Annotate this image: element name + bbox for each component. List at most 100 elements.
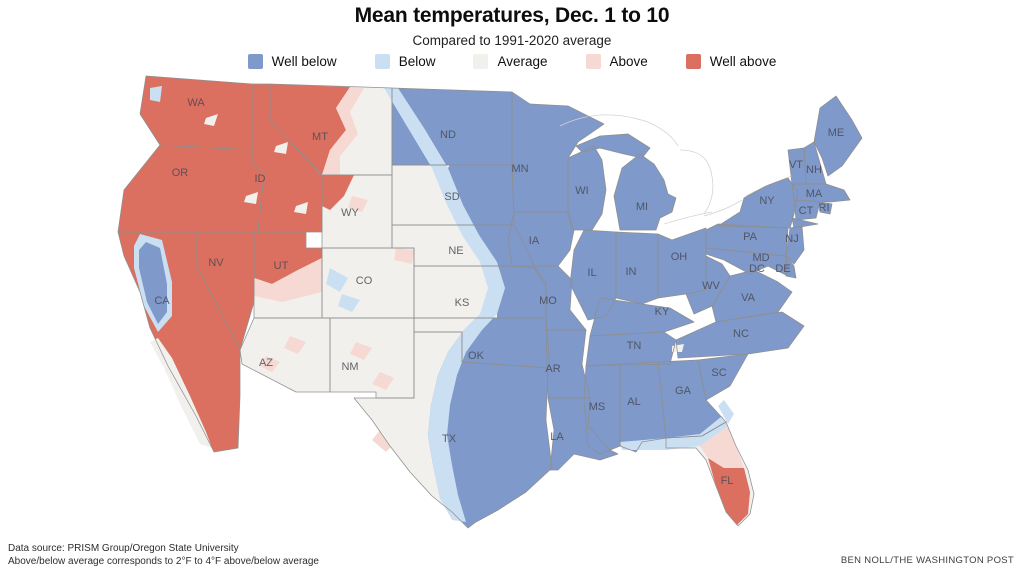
state-shape-CT	[794, 200, 820, 220]
state-label-ND: ND	[440, 129, 456, 141]
state-labels: WA OR CA NV ID MT WY UT CO AZ NM ND SD NE KS OK TX MN IA MO…	[154, 97, 844, 487]
state-shape-WV	[686, 256, 730, 314]
legend-item-average: Average	[473, 54, 548, 69]
state-shape-RI	[820, 202, 832, 214]
state-shape-OH	[658, 228, 706, 298]
state-label-PA: PA	[743, 231, 758, 243]
state-label-DC: DC	[749, 263, 765, 275]
state-label-VA: VA	[741, 292, 756, 304]
state-shape-NM	[330, 318, 414, 398]
legend-item-above: Above	[585, 54, 648, 69]
state-borders	[117, 75, 863, 529]
overlay-co-mtn-blue-1	[326, 268, 348, 292]
state-shape-TN	[586, 332, 676, 366]
state-shape-IN	[616, 232, 658, 304]
state-shape-TX	[354, 332, 552, 528]
overlay-ut-mid-pink	[254, 258, 322, 302]
state-shape-MN	[512, 92, 604, 212]
legend-swatch-well-above	[685, 54, 701, 69]
state-shape-OR	[118, 145, 264, 232]
legend-swatch-below	[374, 54, 390, 69]
overlay-mt-pink-fringe	[322, 87, 364, 175]
state-shape-AZ	[240, 318, 330, 392]
state-label-AL: AL	[627, 396, 640, 408]
state-shape-KY	[590, 298, 694, 336]
state-shape-PA	[706, 224, 788, 256]
overlay-co-mtn-blue-2	[338, 294, 360, 312]
state-shape-WI	[568, 146, 606, 230]
state-label-IN: IN	[626, 266, 637, 278]
state-label-AR: AR	[545, 363, 560, 375]
state-shape-NJ	[786, 226, 804, 264]
state-label-VT: VT	[789, 159, 803, 171]
overlay-id-speck-white-1	[274, 142, 288, 154]
state-shape-NY	[718, 178, 798, 228]
legend-label-well-above: Well above	[709, 54, 777, 69]
overlay-az-pink-2	[260, 356, 280, 372]
state-label-SD: SD	[444, 191, 459, 203]
legend-swatch-well-below	[247, 54, 263, 69]
state-label-NC: NC	[733, 328, 749, 340]
overlay-ca-socal-white	[150, 338, 212, 448]
state-label-OR: OR	[172, 167, 189, 179]
state-shape-VA	[712, 270, 792, 322]
state-label-CO: CO	[356, 275, 373, 287]
overlay-okt-x-west-white	[354, 314, 480, 508]
overlay-ut-north-red	[254, 232, 322, 284]
overlay-ca-valley-blue	[139, 242, 167, 324]
state-label-NH: NH	[806, 164, 822, 176]
legend-item-below: Below	[374, 54, 436, 69]
state-shape-GA	[658, 360, 726, 438]
state-shape-NC	[676, 312, 804, 358]
overlay-nm-pink-2	[372, 372, 394, 390]
overlay-wa-speck-white	[204, 114, 218, 126]
state-label-MN: MN	[511, 163, 528, 175]
overlay-fl-south-red	[708, 458, 750, 525]
data-source-line-2: Above/below average corresponds to 2°F t…	[8, 555, 319, 567]
overlay-wy-yellowstone-red	[322, 175, 354, 210]
state-shape-WA	[140, 76, 252, 150]
state-label-OH: OH	[671, 251, 688, 263]
overlay-fl-mid-pink	[700, 426, 744, 468]
state-label-CT: CT	[799, 205, 814, 217]
state-shape-NH	[804, 142, 826, 184]
state-label-CA: CA	[154, 295, 170, 307]
state-label-WA: WA	[187, 97, 205, 109]
overlay-id-speck-white-2	[244, 192, 258, 204]
data-source-line-1: Data source: PRISM Group/Oregon State Un…	[8, 543, 239, 554]
state-label-NJ: NJ	[785, 233, 798, 245]
state-label-KY: KY	[655, 306, 670, 318]
state-label-TX: TX	[442, 433, 457, 445]
state-label-MO: MO	[539, 295, 557, 307]
state-label-WV: WV	[702, 280, 720, 292]
legend-label-above: Above	[609, 54, 648, 69]
state-label-IA: IA	[529, 235, 540, 247]
state-label-IL: IL	[587, 267, 596, 279]
state-label-MA: MA	[806, 188, 823, 200]
page-title: Mean temperatures, Dec. 1 to 10	[354, 4, 670, 27]
overlay-mt-west-red	[270, 84, 350, 175]
state-label-FL: FL	[721, 475, 734, 487]
header: Mean temperatures, Dec. 1 to 10 Compared…	[0, 4, 1024, 48]
legend-label-average: Average	[497, 54, 548, 69]
state-label-OK: OK	[468, 350, 485, 362]
state-label-UT: UT	[274, 260, 289, 272]
overlay-nm-pink-1	[350, 342, 372, 360]
footer-source: Data source: PRISM Group/Oregon State Un…	[8, 543, 319, 568]
state-label-NE: NE	[448, 245, 463, 257]
overlay-nc-mtn-speck-white	[672, 344, 684, 352]
state-label-SC: SC	[711, 367, 726, 379]
overlay-transition-band	[384, 88, 505, 522]
state-label-MS: MS	[589, 401, 606, 413]
state-label-AZ: AZ	[259, 357, 273, 369]
legend-label-below: Below	[398, 54, 436, 69]
legend: Well below Below Average Above Well abov…	[0, 54, 1024, 69]
state-label-DE: DE	[775, 263, 790, 275]
state-label-ID: ID	[255, 173, 266, 185]
overlay-ga-coast-blue	[718, 400, 734, 424]
legend-label-well-below: Well below	[271, 54, 337, 69]
state-label-RI: RI	[819, 202, 830, 214]
state-label-NV: NV	[208, 257, 224, 269]
legend-swatch-average	[473, 54, 489, 69]
